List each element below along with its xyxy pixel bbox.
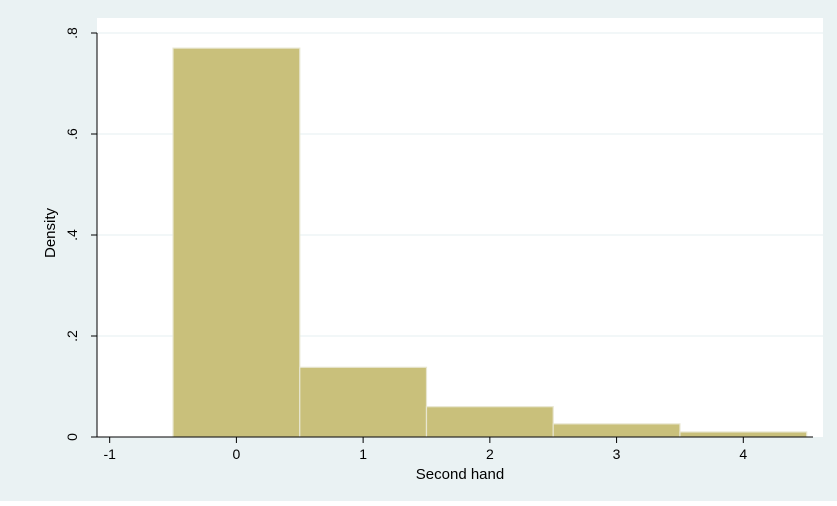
- x-tick-label: 0: [232, 446, 240, 462]
- x-axis-title: Second hand: [416, 466, 504, 483]
- x-tick-label: 1: [359, 446, 367, 462]
- x-tick-label: -1: [103, 446, 116, 462]
- y-tick-label: 0: [64, 433, 80, 441]
- histogram-bar: [552, 423, 681, 438]
- y-tick-label: .4: [64, 229, 80, 241]
- histogram-bar: [299, 366, 428, 438]
- histogram-bar: [425, 406, 554, 438]
- histogram-bar: [172, 47, 301, 438]
- y-tick-label: .6: [64, 128, 80, 140]
- x-tick-label: 3: [613, 446, 621, 462]
- y-tick-label: .8: [64, 27, 80, 39]
- histogram-bar: [679, 431, 808, 438]
- axis-labels: Second hand Density: [42, 207, 504, 483]
- axes: -1 0 1 2 3 4 0 .2 .4 .6 .8: [64, 27, 813, 462]
- y-tick-label: .2: [64, 330, 80, 342]
- x-tick-label: 4: [739, 446, 747, 462]
- y-axis-title: Density: [42, 207, 59, 258]
- x-tick-label: 2: [486, 446, 494, 462]
